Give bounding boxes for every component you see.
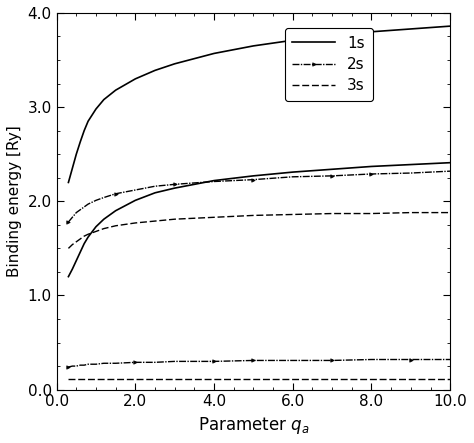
X-axis label: Parameter $q_a$: Parameter $q_a$: [198, 415, 309, 436]
Legend: 1s, 2s, 3s: 1s, 2s, 3s: [285, 28, 373, 101]
Y-axis label: Binding energy [Ry]: Binding energy [Ry]: [7, 125, 22, 277]
